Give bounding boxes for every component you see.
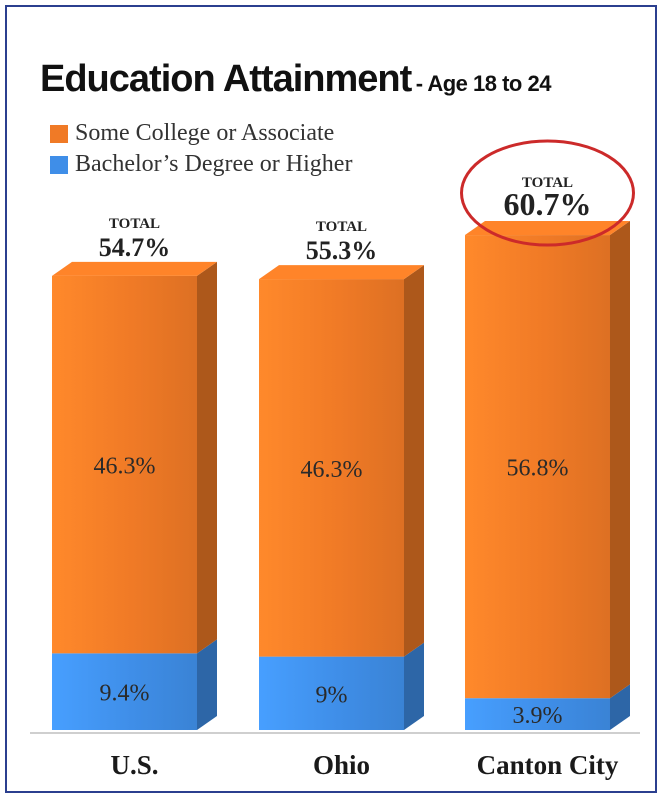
highlight-circle <box>460 139 635 247</box>
bar-ohio-some-college-or-associate <box>259 279 404 657</box>
data-label-u-s-bachelor-s-degree-or-higher: 9.4% <box>100 681 150 707</box>
category-label-canton-city: Canton City <box>477 750 619 780</box>
data-label-canton-city-some-college-or-associate: 56.8% <box>507 456 569 482</box>
data-label-ohio-some-college-or-associate: 46.3% <box>301 457 363 483</box>
legend-label-some-college: Some College or Associate <box>75 120 335 146</box>
bar-side-ohio-bachelor-s-degree-or-higher <box>404 642 424 730</box>
data-label-u-s-some-college-or-associate: 46.3% <box>94 454 156 480</box>
total-prefix-ohio: TOTAL <box>316 219 367 235</box>
legend-label-bachelors: Bachelor’s Degree or Higher <box>75 151 353 177</box>
category-label-ohio: Ohio <box>313 750 370 780</box>
data-label-canton-city-bachelor-s-degree-or-higher: 3.9% <box>513 703 563 729</box>
bar-side-ohio-some-college-or-associate <box>404 265 424 657</box>
data-label-ohio-bachelor-s-degree-or-higher: 9% <box>316 682 348 708</box>
legend-swatch-bachelors <box>50 155 68 174</box>
legend-swatch-some-college <box>50 124 68 143</box>
category-label-u-s: U.S. <box>110 750 158 780</box>
bar-side-canton-city-some-college-or-associate <box>610 221 630 699</box>
bar-top-u-s <box>52 261 217 276</box>
chart-title-block: Education Attainment - Age 18 to 24 <box>40 58 551 101</box>
bar-top-ohio <box>259 265 424 280</box>
bar-u-s-bachelor-s-degree-or-higher <box>52 653 197 730</box>
total-prefix-canton-city: TOTAL <box>522 175 573 191</box>
bar-side-u-s-bachelor-s-degree-or-higher <box>197 639 217 730</box>
total-value-u-s: 54.7% <box>99 233 171 262</box>
bar-canton-city-bachelor-s-degree-or-higher <box>465 698 610 730</box>
bar-side-u-s-some-college-or-associate <box>197 261 217 654</box>
bar-u-s-some-college-or-associate <box>52 275 197 654</box>
chart-title: Education Attainment <box>40 58 412 100</box>
legend: Some College or Associate Bachelor’s Deg… <box>50 118 352 180</box>
total-value-canton-city: 60.7% <box>504 186 592 222</box>
total-value-ohio: 55.3% <box>306 236 378 265</box>
bar-ohio-bachelor-s-degree-or-higher <box>259 656 404 730</box>
total-prefix-u-s: TOTAL <box>109 216 160 232</box>
bar-top-canton-city <box>465 221 630 236</box>
legend-item-bachelors: Bachelor’s Degree or Higher <box>50 149 352 180</box>
bar-side-canton-city-bachelor-s-degree-or-higher <box>610 684 630 730</box>
legend-item-some-college: Some College or Associate <box>50 118 352 149</box>
chart-subtitle: - Age 18 to 24 <box>415 71 552 96</box>
bar-canton-city-some-college-or-associate <box>465 235 610 699</box>
